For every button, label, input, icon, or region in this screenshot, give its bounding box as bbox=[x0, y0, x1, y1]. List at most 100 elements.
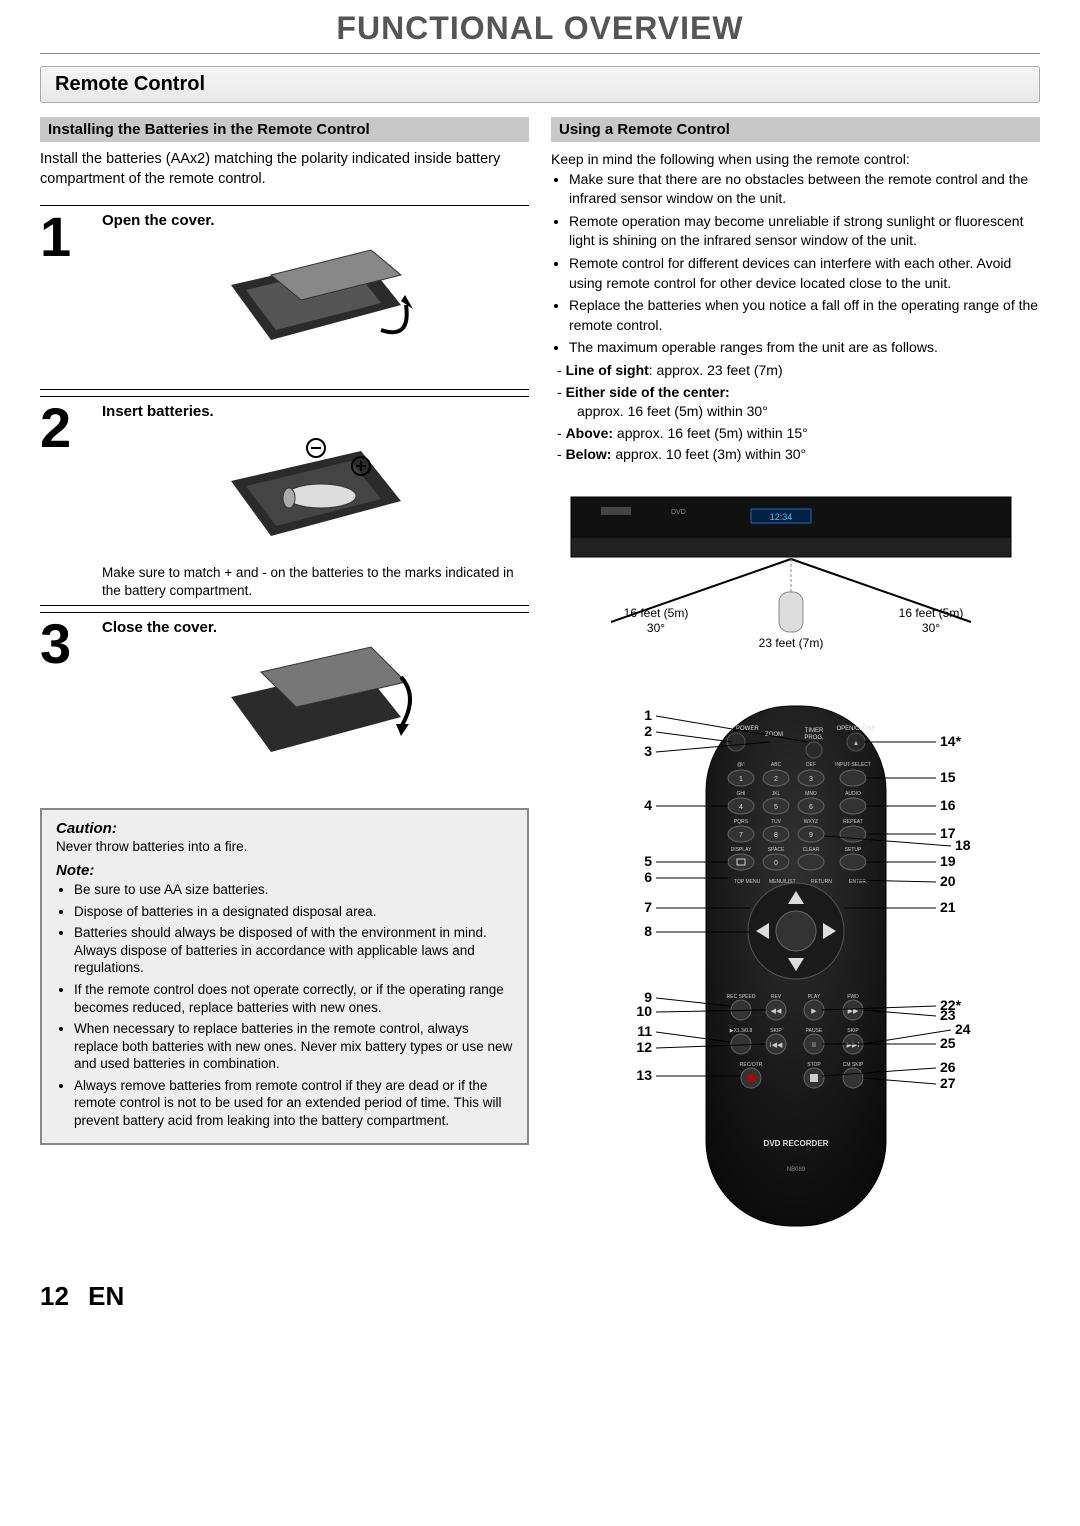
step-1: 1 Open the cover. bbox=[40, 205, 529, 383]
svg-text:8: 8 bbox=[644, 923, 652, 939]
using-bullet: Remote control for different devices can… bbox=[569, 254, 1040, 293]
range-item: Either side of the center:approx. 16 fee… bbox=[551, 383, 1040, 422]
using-bullet: The maximum operable ranges from the uni… bbox=[569, 338, 1040, 358]
svg-text:RETURN: RETURN bbox=[811, 879, 832, 885]
svg-text:TIMER: TIMER bbox=[804, 728, 823, 734]
svg-text:8: 8 bbox=[774, 832, 778, 839]
svg-text:6: 6 bbox=[644, 869, 652, 885]
range-diagram: 12:34 DVD 16 feet (5m) 30° 23 feet (7m) … bbox=[551, 487, 1031, 657]
svg-text:30°: 30° bbox=[922, 621, 940, 635]
range-item: Above: approx. 16 feet (5m) within 15° bbox=[551, 424, 1040, 444]
svg-text:14*: 14* bbox=[940, 733, 962, 749]
page-title: FUNCTIONAL OVERVIEW bbox=[40, 10, 1040, 54]
range-left-label: 16 feet (5m) bbox=[624, 606, 689, 620]
svg-text:▶▶I: ▶▶I bbox=[846, 1042, 859, 1049]
svg-text:15: 15 bbox=[940, 769, 956, 785]
step-3: 3 Close the cover. bbox=[40, 612, 529, 790]
svg-text:ABC: ABC bbox=[770, 762, 781, 768]
page-number: 12 bbox=[40, 1281, 69, 1311]
svg-text:PROG.: PROG. bbox=[804, 735, 824, 741]
step-1-title: Open the cover. bbox=[102, 212, 529, 229]
using-bullets: Make sure that there are no obstacles be… bbox=[551, 170, 1040, 358]
caution-title: Caution: bbox=[56, 820, 513, 837]
svg-text:TOP MENU: TOP MENU bbox=[734, 879, 761, 885]
range-right-label: 16 feet (5m) bbox=[899, 606, 964, 620]
svg-text:JKL: JKL bbox=[771, 791, 780, 797]
svg-text:2: 2 bbox=[644, 723, 652, 739]
caution-notes-list: Be sure to use AA size batteries. Dispos… bbox=[56, 881, 513, 1129]
note-item: If the remote control does not operate c… bbox=[74, 981, 513, 1016]
using-bullet: Replace the batteries when you notice a … bbox=[569, 296, 1040, 335]
svg-text:AUDIO: AUDIO bbox=[845, 791, 861, 797]
svg-text:0: 0 bbox=[774, 860, 778, 867]
svg-text:STOP: STOP bbox=[807, 1062, 821, 1068]
svg-text:7: 7 bbox=[644, 899, 652, 915]
step-2: 2 Insert batteries. Make sure to match +… bbox=[40, 396, 529, 599]
note-item: Batteries should always be disposed of w… bbox=[74, 924, 513, 977]
page-lang: EN bbox=[88, 1281, 124, 1311]
note-title: Note: bbox=[56, 862, 513, 879]
open-cover-illustration bbox=[201, 235, 431, 375]
svg-text:16: 16 bbox=[940, 797, 956, 813]
svg-text:26: 26 bbox=[940, 1059, 956, 1075]
install-intro: Install the batteries (AAx2) matching th… bbox=[40, 150, 529, 189]
svg-text:DVD RECORDER: DVD RECORDER bbox=[763, 1139, 828, 1148]
svg-text:▲: ▲ bbox=[852, 740, 859, 747]
svg-text:5: 5 bbox=[644, 853, 652, 869]
svg-text:PLAY: PLAY bbox=[807, 994, 820, 1000]
svg-text:13: 13 bbox=[636, 1067, 652, 1083]
using-intro: Keep in mind the following when using th… bbox=[551, 150, 1040, 170]
svg-text:SPACE: SPACE bbox=[767, 847, 784, 853]
note-item: When necessary to replace batteries in t… bbox=[74, 1020, 513, 1073]
svg-text:DEF: DEF bbox=[806, 762, 816, 768]
page-footer: 12 EN bbox=[40, 1281, 1040, 1312]
note-item: Always remove batteries from remote cont… bbox=[74, 1077, 513, 1130]
svg-text:SKIP: SKIP bbox=[770, 1028, 782, 1034]
step-3-title: Close the cover. bbox=[102, 619, 529, 636]
svg-text:POWER: POWER bbox=[736, 726, 759, 732]
svg-text:9: 9 bbox=[809, 832, 813, 839]
svg-text:1: 1 bbox=[644, 707, 652, 723]
svg-text:TUV: TUV bbox=[771, 819, 782, 825]
step-2-note: Make sure to match + and - on the batter… bbox=[102, 564, 529, 599]
range-center-label: 23 feet (7m) bbox=[759, 636, 824, 650]
svg-text:PQRS: PQRS bbox=[733, 819, 748, 825]
svg-text:NB089: NB089 bbox=[786, 1167, 805, 1173]
close-cover-illustration bbox=[201, 642, 431, 782]
svg-text:10: 10 bbox=[636, 1003, 652, 1019]
svg-text:REC SPEED: REC SPEED bbox=[726, 994, 755, 1000]
svg-text:▶X1.3/0.8: ▶X1.3/0.8 bbox=[729, 1028, 752, 1034]
using-bullet: Remote operation may become unreliable i… bbox=[569, 212, 1040, 251]
svg-text:@/:: @/: bbox=[737, 762, 745, 768]
svg-text:7: 7 bbox=[739, 832, 743, 839]
step-2-title: Insert batteries. bbox=[102, 403, 529, 420]
svg-text:WXYZ: WXYZ bbox=[803, 819, 817, 825]
left-column: Installing the Batteries in the Remote C… bbox=[40, 117, 529, 1251]
svg-text:3: 3 bbox=[809, 776, 813, 783]
right-column: Using a Remote Control Keep in mind the … bbox=[551, 117, 1040, 1251]
svg-text:SKIP: SKIP bbox=[847, 1028, 859, 1034]
caution-box: Caution: Never throw batteries into a fi… bbox=[40, 808, 529, 1145]
step-2-number: 2 bbox=[40, 403, 90, 599]
svg-text:12:34: 12:34 bbox=[770, 512, 793, 522]
svg-text:MNO: MNO bbox=[805, 791, 817, 797]
svg-text:REPEAT: REPEAT bbox=[843, 819, 863, 825]
svg-text:I◀◀: I◀◀ bbox=[769, 1042, 782, 1049]
step-3-number: 3 bbox=[40, 619, 90, 790]
svg-text:19: 19 bbox=[940, 853, 956, 869]
svg-text:20: 20 bbox=[940, 873, 956, 889]
step-1-number: 1 bbox=[40, 212, 90, 383]
svg-text:21: 21 bbox=[940, 899, 956, 915]
svg-text:5: 5 bbox=[774, 804, 778, 811]
svg-text:27: 27 bbox=[940, 1075, 956, 1091]
svg-text:2: 2 bbox=[774, 776, 778, 783]
svg-text:II: II bbox=[812, 1042, 816, 1049]
svg-text:SETUP: SETUP bbox=[844, 847, 861, 853]
remote-diagram: POWER ZOOM TIMER PROG. OPEN/CLOSE ▲ @/: … bbox=[551, 686, 1040, 1251]
svg-text:◀◀: ◀◀ bbox=[770, 1008, 781, 1015]
left-subheader: Installing the Batteries in the Remote C… bbox=[40, 117, 529, 142]
svg-text:REV: REV bbox=[770, 994, 781, 1000]
svg-text:4: 4 bbox=[739, 804, 743, 811]
svg-text:▶: ▶ bbox=[811, 1008, 817, 1015]
svg-text:CLEAR: CLEAR bbox=[802, 847, 819, 853]
